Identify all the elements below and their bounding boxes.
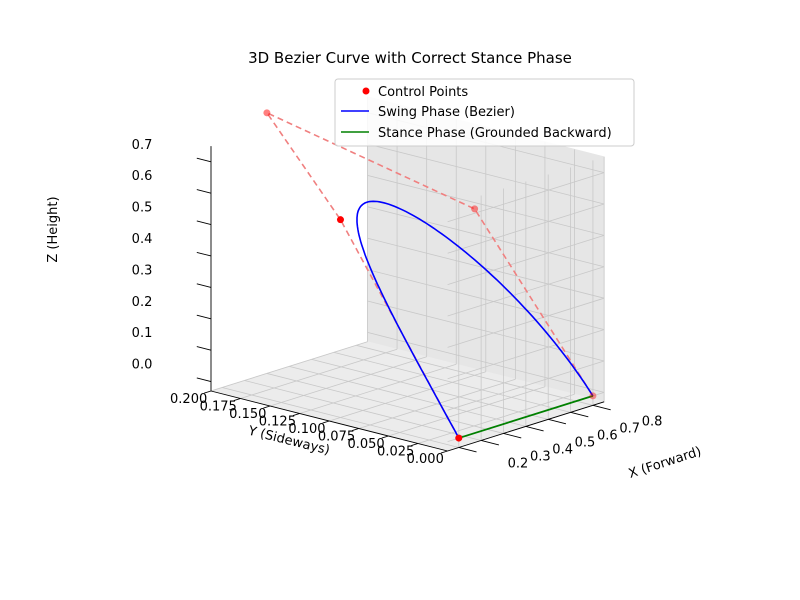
y-tick — [322, 420, 330, 424]
z-tick — [196, 283, 212, 288]
y-tick-label: 0.050 — [347, 437, 384, 452]
grid-line-y — [329, 371, 486, 422]
grid-line-z — [447, 297, 605, 348]
z-tick — [196, 251, 212, 257]
y-tick — [233, 398, 241, 402]
control-polygon-line — [264, 110, 594, 439]
grid-line-y — [240, 348, 398, 399]
grid-line-z — [447, 329, 605, 380]
grid-line-y — [270, 356, 427, 407]
z-tick-label: 0.2 — [132, 295, 153, 310]
control-point-marker — [589, 392, 597, 400]
z-tick-label: 0.6 — [132, 169, 153, 184]
plot-area: 0.2 0.3 0.4 0.5 0.6 0.7 0.80.0000.0250.0500.07… — [46, 96, 703, 482]
grid-line-z — [367, 237, 605, 299]
y-tick-label: 0.000 — [407, 452, 444, 467]
y-tick-label: 0.150 — [229, 407, 266, 422]
stance-phase-line — [458, 395, 594, 439]
grid-line-y — [417, 393, 575, 444]
y-tick — [440, 450, 448, 454]
x-tick — [570, 411, 589, 418]
z-tick — [196, 314, 212, 320]
y-tick-label: 0.075 — [318, 430, 355, 445]
x-tick — [503, 432, 522, 439]
grid-line-y — [210, 341, 368, 392]
grid-line-z — [447, 203, 605, 254]
z-tick-label: 0.4 — [132, 232, 153, 247]
grid-line-z — [447, 172, 605, 223]
grid-line-z — [367, 143, 605, 205]
x-tick-label: 0.6 — [597, 428, 618, 443]
swing-phase-curve — [356, 200, 594, 439]
legend-marker-control-points — [362, 87, 370, 95]
grid-line-z — [367, 206, 605, 268]
legend-label-swing: Swing Phase (Bezier) — [378, 105, 515, 120]
control-point-marker — [455, 434, 463, 442]
x-tick — [548, 418, 567, 425]
x-tick-label: 0.2 — [508, 456, 529, 471]
control-point-marker — [336, 216, 344, 224]
grid-line-y — [388, 386, 546, 437]
z-tick — [196, 157, 212, 163]
x-tick-label: 0.5 — [575, 435, 596, 450]
y-tick — [292, 413, 300, 417]
y-tick — [263, 405, 271, 409]
control-point-marker — [471, 205, 479, 213]
z-tick — [196, 220, 212, 226]
legend-frame — [334, 78, 635, 147]
z-tick-label: 0.3 — [132, 263, 153, 278]
x-axis-label: X (Forward) — [627, 444, 703, 482]
x-tick — [458, 447, 477, 453]
grid-line-z — [367, 269, 605, 330]
y-tick-label: 0.200 — [170, 392, 207, 407]
y-tick — [204, 390, 212, 394]
y-tick-label: 0.175 — [200, 400, 237, 415]
x-tick — [525, 425, 544, 432]
grid-line-z — [447, 235, 605, 285]
z-tick-label: 0.1 — [132, 326, 153, 341]
z-tick — [196, 346, 212, 351]
control-point-marker — [263, 109, 271, 117]
grid-line-y — [299, 363, 457, 414]
y-tick — [352, 428, 360, 432]
z-tick — [196, 377, 212, 383]
legend-label-control-points: Control Points — [378, 85, 468, 100]
z-axis-label: Z (Height) — [46, 196, 61, 262]
z-tick-label: 0.0 — [132, 358, 153, 373]
y-tick-label: 0.125 — [259, 415, 296, 430]
z-tick-label: 0.7 — [132, 138, 153, 153]
y-tick — [381, 435, 389, 439]
x-tick-label: 0.7 — [619, 421, 640, 436]
z-tick — [196, 189, 212, 194]
chart-title: 3D Bezier Curve with Correct Stance Phas… — [248, 49, 572, 67]
legend: Control Points Swing Phase (Bezier) Stan… — [334, 78, 635, 147]
x-tick-label: 0.4 — [552, 442, 573, 457]
grid-line-z — [447, 360, 605, 411]
legend-label-stance: Stance Phase (Grounded Backward) — [378, 126, 612, 141]
y-tick-label: 0.025 — [377, 445, 414, 460]
grid-line-y — [358, 378, 516, 429]
x-tick-label: 0.3 — [530, 449, 551, 464]
x-tick — [592, 404, 611, 411]
y-tick — [411, 443, 419, 447]
x-tick-label: 0.8 — [642, 414, 663, 429]
grid-line-z — [367, 175, 605, 236]
z-tick-label: 0.5 — [132, 201, 153, 216]
x-tick — [481, 440, 499, 446]
y-tick-label: 0.100 — [288, 422, 325, 437]
